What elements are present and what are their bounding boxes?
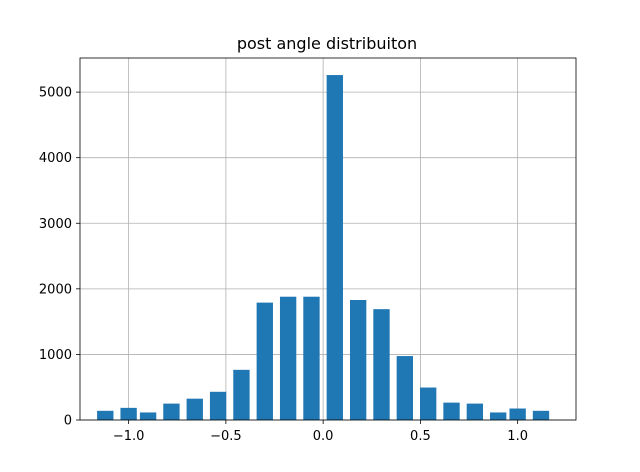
bar-14: [420, 387, 437, 420]
bars-layer: [97, 75, 550, 421]
x-tick-label-0: −1.0: [113, 429, 145, 444]
y-tick-label-3: 3000: [39, 217, 72, 232]
chart-title: post angle distribuiton: [237, 34, 417, 53]
x-tick-label-1: −0.5: [210, 429, 242, 444]
y-tick-label-0: 0: [64, 414, 72, 429]
x-tick-label-3: 0.5: [410, 429, 431, 444]
y-tick-label-2: 2000: [39, 282, 72, 297]
bar-13: [396, 356, 414, 420]
bar-19: [532, 410, 550, 420]
bar-17: [490, 412, 507, 420]
bar-18: [509, 408, 526, 420]
bar-10: [326, 75, 343, 421]
bar-4: [186, 398, 203, 420]
bar-16: [466, 403, 484, 420]
axes-layer: −1.0 −0.5 0.0 0.5 1.0 0 1000 2000 3000 4000 5000: [39, 57, 577, 444]
x-tick-label-2: 0.0: [313, 429, 334, 444]
bar-11: [349, 299, 367, 420]
bar-12: [373, 309, 390, 420]
bar-5: [209, 391, 227, 420]
y-tick-label-4: 4000: [39, 151, 72, 166]
bar-0: [97, 410, 114, 420]
axes-frame: [79, 57, 577, 421]
bar-2: [139, 412, 157, 420]
bar-9: [303, 296, 320, 420]
bar-15: [443, 402, 460, 420]
x-tick-label-4: 1.0: [507, 429, 528, 444]
bar-1: [120, 407, 137, 420]
bar-6: [233, 369, 250, 420]
bar-7: [256, 302, 273, 420]
y-tick-label-1: 1000: [39, 348, 72, 363]
bar-8: [279, 296, 297, 420]
y-tick-label-5: 5000: [39, 86, 72, 101]
bar-3: [163, 403, 180, 420]
